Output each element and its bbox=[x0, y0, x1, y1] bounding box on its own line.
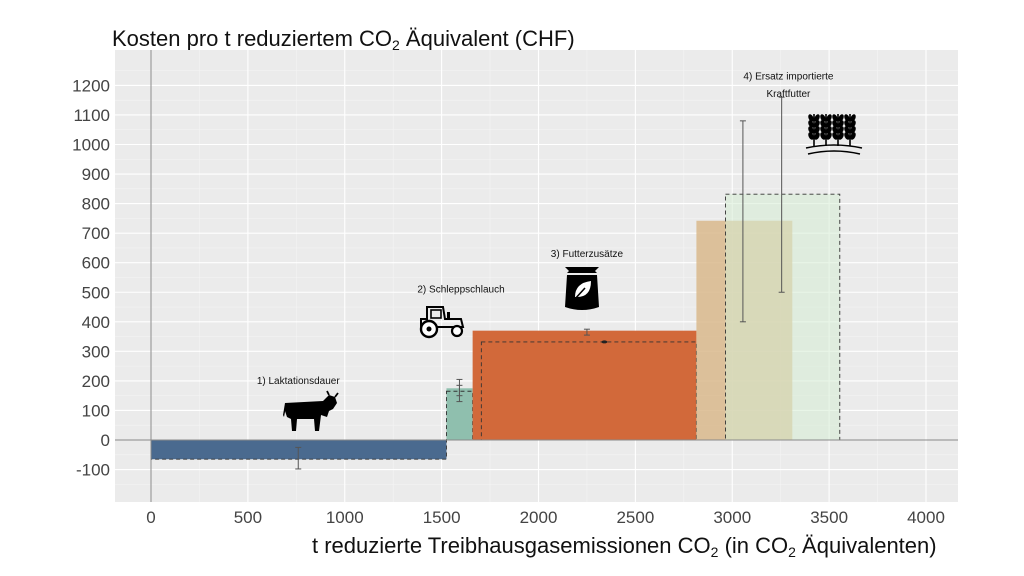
x-tick-label: 500 bbox=[234, 508, 262, 527]
y-tick-label: 1100 bbox=[73, 106, 110, 125]
y-tick-label: 500 bbox=[82, 283, 110, 302]
x-tick-label: 1000 bbox=[326, 508, 364, 527]
y-tick-label: 700 bbox=[82, 224, 110, 243]
x-tick-label: 2000 bbox=[520, 508, 558, 527]
y-tick-label: 100 bbox=[82, 401, 110, 420]
y-tick-label: 800 bbox=[82, 195, 110, 214]
bar-annotation-5: Kraftfutter bbox=[766, 89, 811, 100]
y-tick-label: 400 bbox=[82, 313, 110, 332]
marker-1 bbox=[601, 340, 608, 344]
y-tick-label: 900 bbox=[82, 165, 110, 184]
chart-title: Kosten pro t reduziertem CO2 Äquivalent … bbox=[112, 26, 575, 53]
y-tick-label: 1000 bbox=[72, 136, 110, 155]
cow-icon bbox=[283, 390, 339, 431]
bar-annotation-1: 1) Laktationsdauer bbox=[257, 376, 341, 387]
bar-annotation-4: 4) Ersatz importierte bbox=[743, 71, 833, 82]
y-tick-label: -100 bbox=[76, 461, 110, 480]
bar-annotation-2: 2) Schleppschlauch bbox=[417, 284, 504, 295]
y-tick-label: 1200 bbox=[72, 76, 110, 95]
y-tick-label: 200 bbox=[82, 372, 110, 391]
wheat-icon bbox=[805, 114, 863, 155]
bar-4 bbox=[472, 330, 697, 440]
y-tick-label: 300 bbox=[82, 342, 110, 361]
y-tick-label: 0 bbox=[101, 431, 110, 450]
x-tick-label: 3500 bbox=[810, 508, 848, 527]
x-axis-title: t reduzierte Treibhausgasemissionen CO2 … bbox=[312, 533, 937, 560]
bar-annotation-3: 3) Futterzusätze bbox=[551, 249, 624, 260]
x-tick-label: 2500 bbox=[616, 508, 654, 527]
x-tick-label: 0 bbox=[146, 508, 155, 527]
x-tick-label: 4000 bbox=[907, 508, 945, 527]
feed-bag-icon bbox=[565, 267, 599, 310]
bar-7 bbox=[725, 193, 841, 441]
x-tick-label: 3000 bbox=[713, 508, 751, 527]
tractor-icon bbox=[419, 306, 465, 339]
y-tick-label: 600 bbox=[82, 254, 110, 273]
x-tick-label: 1500 bbox=[423, 508, 461, 527]
